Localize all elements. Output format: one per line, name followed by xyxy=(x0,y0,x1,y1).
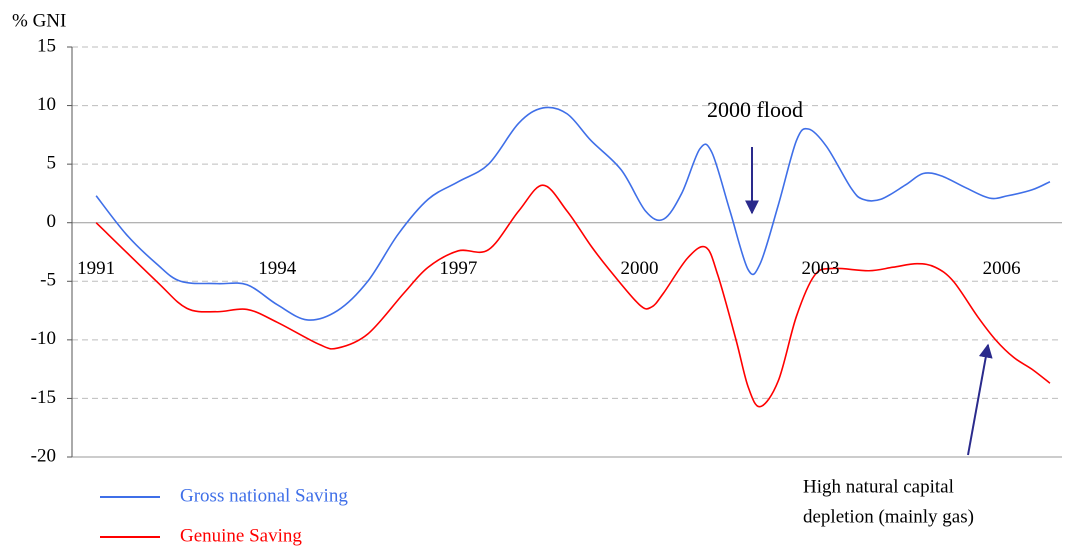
y-tick-label: -20 xyxy=(31,445,56,466)
legend-label: Genuine Saving xyxy=(180,525,302,546)
y-tick-label: -5 xyxy=(40,270,56,291)
y-tick-label: -15 xyxy=(31,387,56,408)
annotation-arrow xyxy=(967,343,993,456)
x-tick-label: 2003 xyxy=(802,258,840,279)
x-tick-label: 1991 xyxy=(77,258,115,279)
annotation: depletion (mainly gas) xyxy=(803,506,974,527)
y-tick-label: 0 xyxy=(47,211,57,232)
annotation: 2000 flood xyxy=(707,97,803,122)
series-line xyxy=(95,184,1051,408)
y-tick-label: 5 xyxy=(47,153,57,174)
y-tick-label: 15 xyxy=(37,35,56,56)
y-tick-label: -10 xyxy=(31,328,56,349)
annotation: High natural capital xyxy=(803,476,954,497)
series-line xyxy=(95,106,1051,321)
x-tick-label: 2000 xyxy=(620,258,658,279)
x-tick-label: 2006 xyxy=(983,258,1021,279)
y-axis-label: % GNI xyxy=(12,10,66,31)
x-tick-label: 1994 xyxy=(258,258,297,279)
y-tick-label: 10 xyxy=(37,94,56,115)
x-tick-label: 1997 xyxy=(439,258,477,279)
legend-label: Gross national Saving xyxy=(180,485,348,506)
